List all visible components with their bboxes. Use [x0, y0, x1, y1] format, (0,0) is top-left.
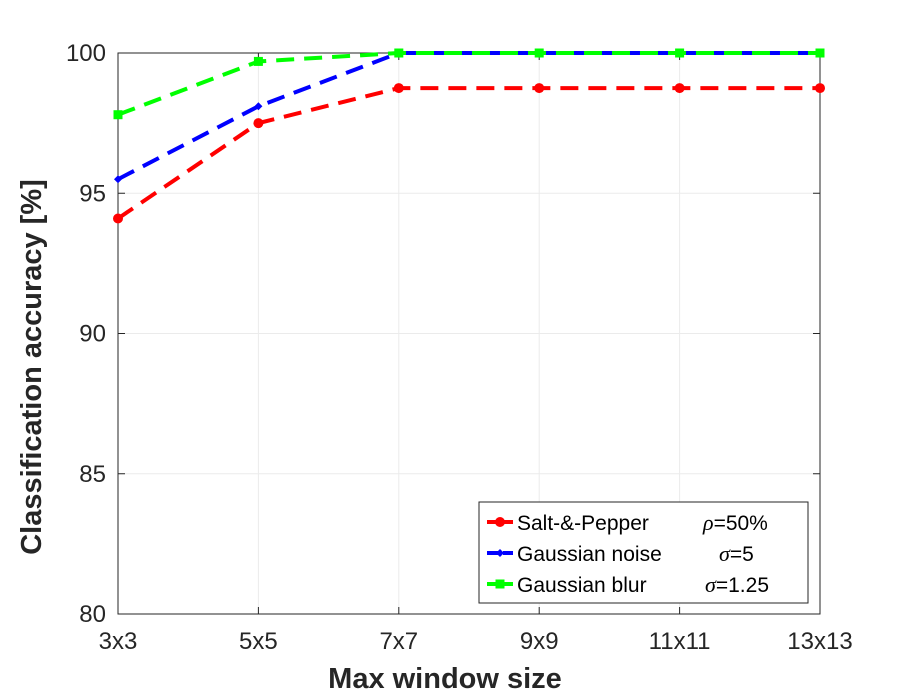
data-point	[815, 48, 825, 58]
y-tick-label: 80	[79, 601, 106, 628]
y-axis-title: Classification accuracy [%]	[16, 179, 48, 555]
y-tick-label: 100	[66, 40, 106, 67]
legend: Salt-&-Pepper ρ=50%Gaussian noise σ=5Gauss…	[478, 501, 809, 604]
legend-parameter: ρ=50%	[702, 510, 768, 535]
legend-item: Gaussian noise σ=5	[487, 541, 754, 566]
data-point	[114, 175, 122, 184]
series-line	[117, 51, 820, 117]
data-point	[394, 48, 404, 58]
x-tick-label: 5x5	[239, 628, 278, 655]
series-2	[114, 49, 824, 184]
data-point	[815, 83, 825, 94]
axis-ticks: 3x3 5x5 7x7 9x9 11x11 13x13 80 85 90 95 100	[66, 40, 853, 655]
legend-parameter: σ=1.25	[705, 572, 769, 597]
x-tick-label: 13x13	[787, 628, 852, 655]
y-tick-label: 90	[79, 321, 106, 348]
series-line	[116, 86, 820, 221]
data-point	[113, 110, 123, 120]
legend-box	[478, 501, 809, 604]
legend-label: Gaussian noise	[517, 543, 662, 566]
series-3	[113, 48, 825, 120]
grid-lines	[118, 53, 820, 614]
data-point	[113, 213, 123, 224]
x-tick-label: 7x7	[379, 628, 418, 655]
series-line	[117, 51, 820, 181]
data-point	[534, 48, 544, 58]
x-tick-label: 3x3	[99, 628, 138, 655]
data-point	[674, 83, 685, 94]
legend-parameter: σ=5	[719, 541, 754, 566]
data-point	[254, 102, 263, 111]
legend-marker	[495, 579, 505, 589]
data-point	[534, 83, 545, 94]
data-point	[675, 48, 685, 58]
legend-item: Gaussian blur σ=1.25	[487, 572, 769, 597]
series-group	[113, 48, 825, 224]
legend-marker	[496, 549, 504, 557]
data-point	[253, 56, 263, 66]
data-point	[393, 83, 404, 94]
x-axis-title: Max window size	[328, 663, 562, 695]
y-tick-label: 95	[79, 180, 106, 207]
x-tick-label: 9x9	[520, 628, 559, 655]
legend-item: Salt-&-Pepper ρ=50%	[487, 510, 768, 535]
y-tick-label: 85	[79, 461, 106, 488]
legend-label: Salt-&-Pepper	[517, 512, 649, 535]
legend-marker	[495, 517, 505, 527]
data-point	[253, 118, 264, 129]
x-tick-label: 11x11	[649, 628, 711, 655]
legend-label: Gaussian blur	[517, 574, 647, 597]
series-1	[113, 83, 825, 224]
